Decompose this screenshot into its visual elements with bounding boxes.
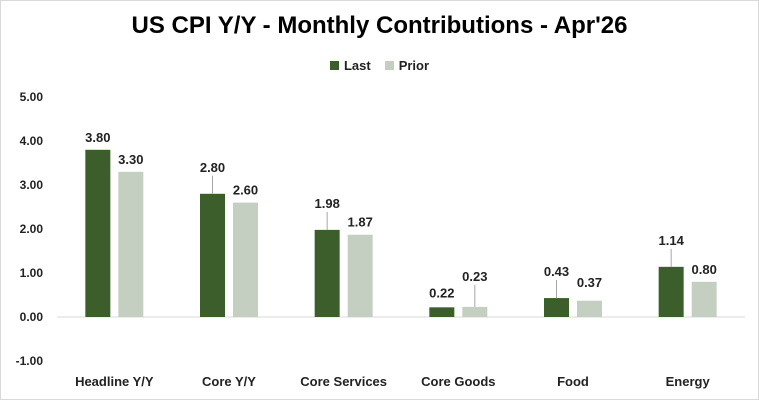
data-label-prior: 3.30 (118, 152, 143, 167)
y-tick-label: 0.00 (20, 310, 44, 324)
x-category-label: Core Y/Y (202, 374, 256, 389)
data-label-prior: 2.60 (233, 183, 258, 198)
x-category-label: Food (557, 374, 589, 389)
bar-last (85, 149, 111, 317)
y-tick-label: 3.00 (20, 178, 44, 192)
legend-item-last: Last (329, 58, 371, 73)
bar-last (658, 266, 684, 317)
data-label-last: 0.43 (544, 264, 569, 279)
x-category-label: Core Services (300, 374, 387, 389)
bar-last (544, 298, 569, 317)
data-label-prior: 0.37 (577, 275, 602, 290)
legend: Last Prior (0, 58, 759, 73)
bar-last (314, 229, 340, 317)
y-tick-label: 4.00 (20, 134, 44, 148)
data-label-last: 0.22 (429, 285, 454, 300)
legend-item-prior: Prior (384, 58, 430, 73)
legend-label-last: Last (343, 58, 371, 73)
bar-last (429, 307, 455, 317)
x-category-label: Headline Y/Y (75, 374, 154, 389)
legend-swatch-last (329, 61, 339, 70)
y-tick-label: -1.00 (16, 354, 44, 368)
y-tick-label: 5.00 (20, 90, 44, 104)
data-label-prior: 0.80 (692, 262, 717, 277)
bar-prior (691, 281, 717, 317)
legend-swatch-prior (384, 61, 394, 70)
x-category-label: Core Goods (421, 374, 495, 389)
bar-prior (233, 202, 258, 317)
bar-prior (347, 234, 373, 317)
bar-prior (118, 171, 144, 317)
y-tick-label: 2.00 (20, 222, 44, 236)
chart-title: US CPI Y/Y - Monthly Contributions - Apr… (131, 12, 628, 39)
data-label-prior: 0.23 (462, 269, 487, 284)
x-category-label: Energy (666, 374, 711, 389)
y-tick-label: 1.00 (20, 266, 44, 280)
data-label-last: 2.80 (200, 160, 225, 175)
data-label-prior: 1.87 (348, 215, 373, 230)
data-label-last: 3.80 (85, 130, 110, 145)
bar-prior (462, 306, 488, 317)
legend-label-prior: Prior (398, 58, 430, 73)
bar-prior (577, 300, 602, 317)
data-label-last: 1.98 (315, 196, 340, 211)
data-label-last: 1.14 (659, 233, 685, 248)
bar-last (200, 193, 225, 317)
